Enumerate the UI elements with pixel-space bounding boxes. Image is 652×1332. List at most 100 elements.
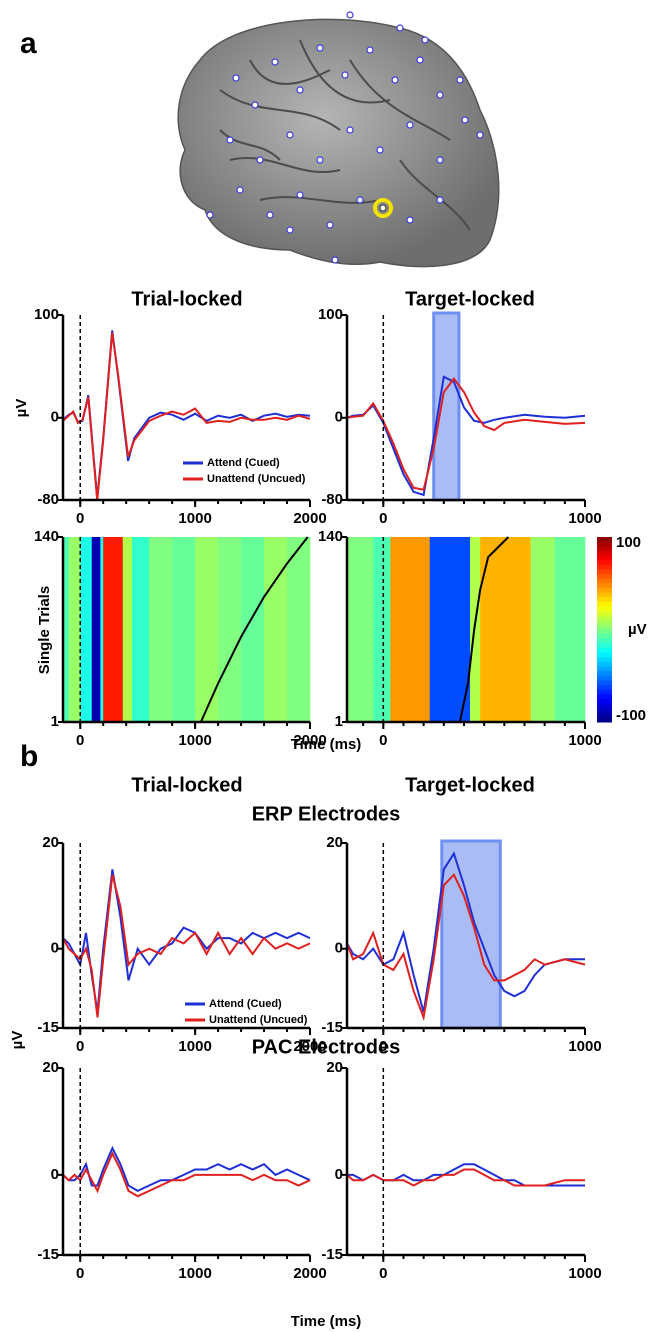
colorbar-step bbox=[597, 555, 612, 561]
y-axis-label: µV bbox=[9, 1031, 26, 1050]
heatmap-band bbox=[530, 537, 556, 722]
colorbar-step bbox=[597, 652, 612, 658]
x-tick-label: 2000 bbox=[293, 1038, 326, 1055]
colorbar-step bbox=[597, 587, 612, 593]
x-tick-label: 1000 bbox=[178, 732, 211, 749]
y-tick-label: -15 bbox=[37, 1019, 59, 1036]
x-tick-label: 0 bbox=[76, 732, 84, 749]
series-line bbox=[346, 872, 586, 1022]
y-tick-label: 1 bbox=[51, 713, 59, 730]
colorbar-step bbox=[597, 666, 612, 672]
x-tick-label: 1000 bbox=[178, 1265, 211, 1282]
chart: 0 1000 2000 1 140 Single Trials Time (ms) bbox=[34, 528, 361, 753]
x-tick-label: 1000 bbox=[568, 510, 601, 527]
y-tick-label: 0 bbox=[335, 1166, 343, 1183]
y-tick-label: 20 bbox=[326, 1059, 343, 1076]
colorbar-step bbox=[597, 592, 612, 598]
heatmap-band bbox=[390, 537, 430, 722]
x-tick-label: 2000 bbox=[293, 510, 326, 527]
y-tick-label: 100 bbox=[318, 306, 343, 323]
colorbar-step bbox=[597, 671, 612, 677]
row-title: ERP Electrodes bbox=[252, 803, 401, 825]
chart: 0 1000 -15 0 20 bbox=[321, 834, 601, 1055]
heatmap-band bbox=[429, 537, 471, 722]
colorbar-tick-label: 100 bbox=[616, 534, 641, 551]
y-tick-label: 100 bbox=[34, 306, 59, 323]
x-tick-label: 1000 bbox=[178, 1038, 211, 1055]
heatmap-band bbox=[131, 537, 150, 722]
y-tick-label: 1 bbox=[335, 713, 343, 730]
y-axis-label: µV bbox=[13, 399, 30, 418]
heatmap-band bbox=[218, 537, 242, 722]
chart-title: Target-locked bbox=[405, 288, 535, 310]
colorbar-step bbox=[597, 638, 612, 644]
chart: 100 -100 µV 0 1000 1 140 bbox=[318, 528, 647, 749]
x-tick-label: 0 bbox=[379, 510, 387, 527]
heatmap-band bbox=[68, 537, 81, 722]
series-line bbox=[62, 332, 311, 501]
chart: Attend (Cued) Unattend (Uncued) 0 1000 2000 -… bbox=[9, 834, 327, 1055]
x-tick-label: 0 bbox=[76, 1265, 84, 1282]
colorbar-step bbox=[597, 717, 612, 723]
y-tick-label: 20 bbox=[326, 834, 343, 851]
colorbar-step bbox=[597, 648, 612, 654]
heatmap-band bbox=[172, 537, 196, 722]
colorbar-step bbox=[597, 615, 612, 621]
colorbar-step bbox=[597, 703, 612, 709]
heatmap-band bbox=[195, 537, 219, 722]
colorbar-step bbox=[597, 611, 612, 617]
colorbar-step bbox=[597, 564, 612, 570]
colorbar-step bbox=[597, 541, 612, 547]
x-tick-label: 0 bbox=[76, 510, 84, 527]
heatmap-band bbox=[91, 537, 101, 722]
reaction-time-curve bbox=[458, 536, 510, 723]
y-tick-label: -80 bbox=[321, 491, 343, 508]
series-line bbox=[346, 1168, 585, 1187]
colorbar-label: µV bbox=[628, 621, 647, 638]
x-axis-label: Time (ms) bbox=[291, 736, 362, 753]
colorbar-step bbox=[597, 569, 612, 575]
series-line bbox=[346, 851, 585, 1013]
y-tick-label: -15 bbox=[37, 1246, 59, 1263]
column-title: Trial-locked bbox=[131, 774, 242, 796]
x-tick-label: 2000 bbox=[293, 1265, 326, 1282]
y-tick-label: 0 bbox=[51, 940, 59, 957]
panel-label: b bbox=[20, 740, 38, 773]
x-tick-label: 0 bbox=[379, 732, 387, 749]
chart: 0 1000 -15 0 20 bbox=[321, 1059, 601, 1282]
colorbar-step bbox=[597, 597, 612, 603]
colorbar-step bbox=[597, 550, 612, 556]
x-tick-label: 1000 bbox=[178, 510, 211, 527]
heatmap-band bbox=[287, 537, 311, 722]
colorbar-step bbox=[597, 606, 612, 612]
y-tick-label: 140 bbox=[318, 528, 343, 545]
colorbar-step bbox=[597, 624, 612, 630]
chart: 0 1000 -80 0 100 Target-locked bbox=[318, 288, 602, 527]
y-tick-label: 0 bbox=[51, 409, 59, 426]
series-line bbox=[346, 377, 586, 491]
chart: 0 1000 2000 -15 0 20 Time (ms) bbox=[37, 1059, 361, 1330]
highlight-window bbox=[432, 311, 461, 502]
column-title: Target-locked bbox=[405, 774, 535, 796]
highlight-window bbox=[440, 839, 502, 1030]
colorbar-step bbox=[597, 537, 612, 543]
colorbar-step bbox=[597, 643, 612, 649]
heatmap-band bbox=[149, 537, 173, 722]
heatmap-band bbox=[122, 537, 133, 722]
y-tick-label: -15 bbox=[321, 1019, 343, 1036]
y-tick-label: 20 bbox=[42, 834, 59, 851]
colorbar-step bbox=[597, 708, 612, 714]
colorbar-step bbox=[597, 574, 612, 580]
colorbar-step bbox=[597, 657, 612, 663]
row-title: PAC Electrodes bbox=[252, 1036, 401, 1058]
legend-label: Attend (Cued) bbox=[207, 457, 280, 469]
series-line bbox=[62, 874, 311, 1018]
x-tick-label: 1000 bbox=[568, 1038, 601, 1055]
panel-label: a bbox=[20, 27, 37, 60]
colorbar-step bbox=[597, 601, 612, 607]
heatmap-band bbox=[470, 537, 481, 722]
colorbar-step bbox=[597, 689, 612, 695]
y-axis-label: Single Trials bbox=[36, 586, 53, 674]
colorbar-step bbox=[597, 560, 612, 566]
